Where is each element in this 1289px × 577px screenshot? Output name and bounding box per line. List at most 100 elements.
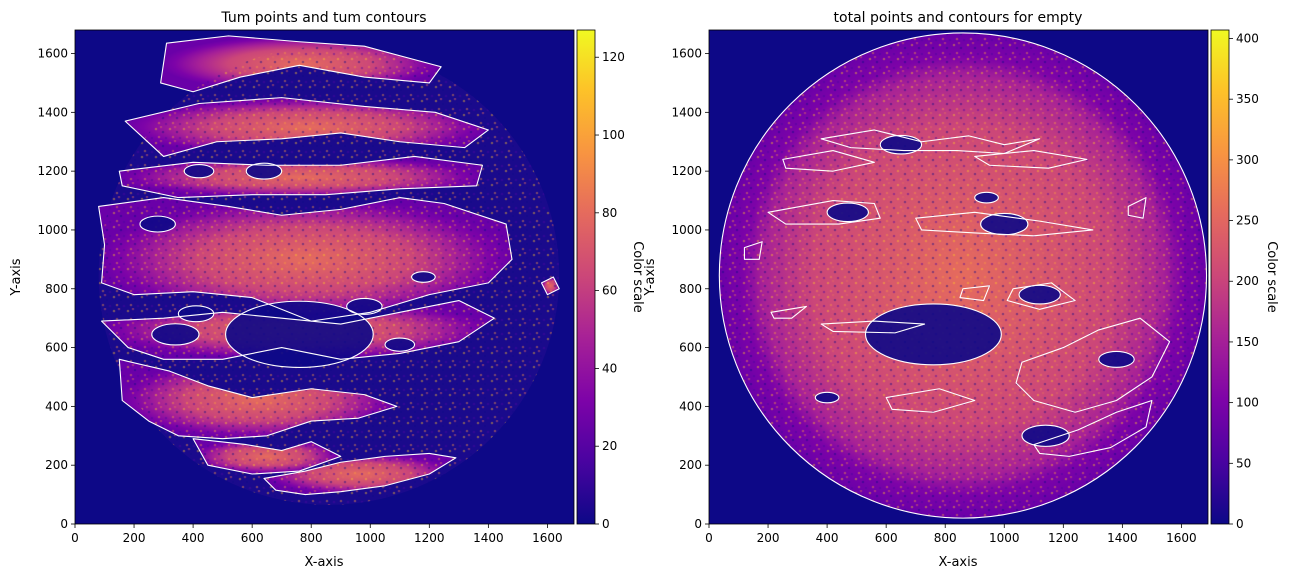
x-tick-label: 1200 bbox=[414, 531, 445, 545]
low-density-region bbox=[411, 271, 436, 283]
low-density-region bbox=[139, 216, 176, 233]
colorbar-tick-label: 350 bbox=[1236, 92, 1259, 106]
contour-line bbox=[1015, 317, 1171, 413]
contour-line bbox=[767, 199, 881, 225]
colorbar-tick-label: 150 bbox=[1236, 335, 1259, 349]
colorbar-frame bbox=[576, 29, 596, 525]
y-axis-label: Y-axis bbox=[9, 258, 24, 296]
contour-line bbox=[118, 358, 398, 440]
low-density-region bbox=[1019, 285, 1061, 304]
colorbar-tick-label: 120 bbox=[602, 50, 625, 64]
y-tick-label: 600 bbox=[679, 341, 702, 355]
x-tick-label: 1600 bbox=[1166, 531, 1197, 545]
colorbar-tick-label: 80 bbox=[602, 206, 617, 220]
x-tick-label: 1200 bbox=[1048, 531, 1079, 545]
contour-line bbox=[263, 452, 457, 496]
low-density-region bbox=[1021, 425, 1070, 447]
low-density-region bbox=[980, 213, 1028, 235]
plot-frame bbox=[708, 29, 1209, 525]
x-ticks: 0 200 400 600 800 1000 1200 1400 1600 bbox=[71, 524, 563, 545]
y-tick-label: 1400 bbox=[671, 105, 702, 119]
y-tick-label: 0 bbox=[694, 517, 702, 531]
y-tick-label: 800 bbox=[45, 282, 68, 296]
x-tick-label: 800 bbox=[300, 531, 323, 545]
contour-line bbox=[718, 32, 1208, 519]
colorbar-tick-label: 60 bbox=[602, 284, 617, 298]
texture bbox=[98, 46, 560, 505]
contour-line bbox=[139, 215, 176, 233]
low-density-region bbox=[815, 392, 839, 403]
contour-lines bbox=[98, 35, 560, 496]
contour-line bbox=[974, 150, 1088, 169]
colorbar-tick-label: 200 bbox=[1236, 274, 1259, 288]
y-tick-label: 800 bbox=[679, 282, 702, 296]
x-tick-label: 400 bbox=[182, 531, 205, 545]
x-tick-label: 800 bbox=[934, 531, 957, 545]
contour-line bbox=[384, 337, 416, 352]
colorbar-tick-label: 20 bbox=[602, 439, 617, 453]
y-tick-label: 0 bbox=[60, 517, 68, 531]
contour-line bbox=[245, 162, 283, 180]
texture bbox=[719, 32, 1207, 519]
contour-line bbox=[743, 241, 763, 260]
contour-line bbox=[1098, 350, 1135, 368]
contour-line bbox=[782, 150, 875, 172]
colorbar-gradient bbox=[577, 30, 595, 524]
contour-line bbox=[1021, 424, 1070, 447]
contour-line bbox=[98, 197, 513, 322]
colorbar-tick-label: 250 bbox=[1236, 214, 1259, 228]
contour-line bbox=[915, 211, 1094, 237]
y-ticks: 0 200 400 600 800 1000 1200 1400 1600 bbox=[671, 47, 709, 531]
y-tick-label: 200 bbox=[45, 458, 68, 472]
contour-line bbox=[959, 285, 991, 302]
y-tick-label: 200 bbox=[679, 458, 702, 472]
x-tick-label: 1400 bbox=[473, 531, 504, 545]
x-tick-label: 200 bbox=[123, 531, 146, 545]
x-tick-label: 400 bbox=[816, 531, 839, 545]
y-axis-label: Y-axis bbox=[643, 258, 658, 296]
contour-line bbox=[346, 297, 383, 315]
chart-title: Tum points and tum contours bbox=[220, 10, 426, 26]
chart-title: total points and contours for empty bbox=[834, 10, 1083, 26]
x-axis-label: X-axis bbox=[939, 555, 978, 570]
heatmap-image bbox=[75, 30, 574, 524]
contour-line bbox=[160, 35, 442, 93]
x-tick-label: 0 bbox=[705, 531, 713, 545]
contour-lines bbox=[718, 32, 1208, 519]
contour-line bbox=[101, 299, 495, 360]
colorbar-tick-label: 400 bbox=[1236, 31, 1259, 45]
colorbar-tick-label: 0 bbox=[602, 517, 610, 531]
x-tick-label: 200 bbox=[757, 531, 780, 545]
colorbar-gradient bbox=[1211, 30, 1229, 524]
x-tick-label: 600 bbox=[875, 531, 898, 545]
contour-line bbox=[864, 303, 1002, 366]
low-density-region bbox=[184, 164, 214, 178]
colorbar-tick-label: 100 bbox=[602, 128, 625, 142]
contour-line bbox=[980, 212, 1029, 236]
contour-line bbox=[183, 163, 215, 179]
low-density-region bbox=[974, 192, 999, 203]
colorbar-label: Color scale bbox=[1264, 241, 1279, 313]
contour-line bbox=[1018, 284, 1061, 305]
heatmap-image bbox=[709, 30, 1208, 524]
contour-line bbox=[885, 388, 976, 413]
panel-total: total points and contours for empty 0 200… bbox=[643, 10, 1279, 570]
y-tick-label: 1600 bbox=[671, 47, 702, 61]
low-density-region bbox=[827, 203, 869, 222]
colorbar-tick-label: 300 bbox=[1236, 153, 1259, 167]
colorbar-tick-label: 50 bbox=[1236, 456, 1251, 470]
colorbar-ticks: 0 20 40 60 80 100 120 bbox=[595, 50, 625, 531]
colorbar bbox=[1210, 29, 1230, 525]
contour-line bbox=[879, 134, 923, 155]
plot-frame bbox=[74, 29, 575, 525]
colorbar-ticks: 0 50 100 150 200 250 300 350 400 bbox=[1229, 31, 1259, 531]
low-density-region bbox=[246, 163, 282, 180]
y-tick-label: 600 bbox=[45, 341, 68, 355]
contour-line bbox=[1006, 282, 1076, 310]
colorbar bbox=[576, 29, 596, 525]
y-tick-label: 1200 bbox=[671, 164, 702, 178]
contour-line bbox=[814, 391, 840, 404]
y-tick-label: 400 bbox=[45, 399, 68, 413]
contour-line bbox=[820, 320, 926, 334]
